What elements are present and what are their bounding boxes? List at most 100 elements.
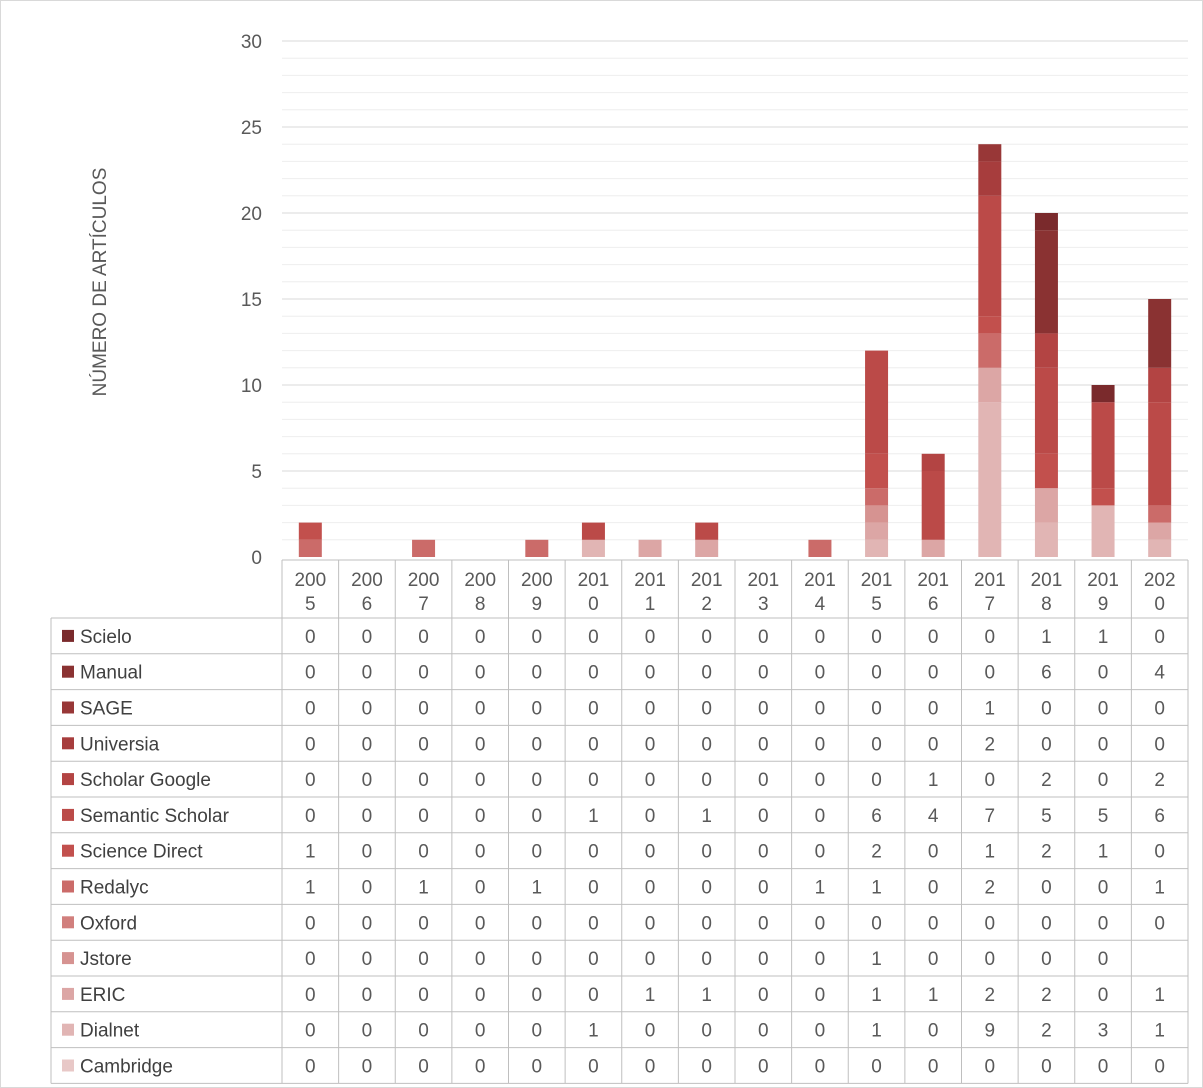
table-cell-value: 0 — [362, 985, 373, 1006]
bar-segment — [298, 522, 322, 540]
table-cell-value: 0 — [588, 878, 599, 899]
table-cell-value: 0 — [305, 1021, 316, 1042]
bar-segment — [978, 402, 1002, 557]
table-cell-value: 1 — [985, 699, 996, 720]
x-category-label: 200 — [408, 570, 440, 591]
bar-segment — [808, 539, 832, 557]
table-cell-value: 0 — [871, 734, 882, 755]
legend-key — [62, 773, 74, 786]
x-category-label: 7 — [418, 594, 429, 615]
table-cell-value: 0 — [1154, 734, 1165, 755]
table-cell-value: 0 — [418, 806, 429, 827]
table-cell-value: 1 — [871, 985, 882, 1006]
table-cell-value: 0 — [815, 1021, 826, 1042]
bar-segment — [921, 471, 945, 540]
table-cell-value: 0 — [1098, 770, 1109, 791]
table-cell-value: 0 — [928, 1021, 939, 1042]
table-cell-value: 0 — [418, 1021, 429, 1042]
x-category-label: 200 — [521, 570, 553, 591]
table-cell-value: 1 — [871, 949, 882, 970]
x-category-label: 8 — [475, 594, 486, 615]
table-cell-value: 2 — [1041, 770, 1052, 791]
table-cell-value: 0 — [928, 1057, 939, 1078]
table-cell-value: 0 — [362, 734, 373, 755]
bar-segment — [581, 522, 605, 540]
table-cell-value: 0 — [1098, 699, 1109, 720]
table-cell-value: 0 — [418, 985, 429, 1006]
table-cell-value: 1 — [1154, 985, 1165, 1006]
table-cell-value: 0 — [928, 627, 939, 648]
x-category-label: 201 — [691, 570, 723, 591]
table-cell-value: 0 — [532, 985, 543, 1006]
series-name: Scielo — [80, 627, 132, 648]
x-category-label: 9 — [532, 594, 543, 615]
table-cell-value: 0 — [362, 770, 373, 791]
table-cell-value: 0 — [701, 842, 712, 863]
bar-segment — [1148, 539, 1172, 557]
table-cell-value: 0 — [815, 842, 826, 863]
table-cell-value: 0 — [305, 699, 316, 720]
table-cell-value: 0 — [758, 734, 769, 755]
table-cell-value: 0 — [305, 949, 316, 970]
table-cell-value: 0 — [701, 878, 712, 899]
legend-key — [62, 737, 74, 750]
x-category-label: 200 — [351, 570, 383, 591]
x-category-label: 2 — [701, 594, 712, 615]
legend-key — [62, 987, 74, 1000]
table-cell-value: 2 — [985, 734, 996, 755]
table-cell-value: 0 — [815, 699, 826, 720]
table-cell-value: 0 — [928, 734, 939, 755]
bar-segment — [525, 539, 549, 557]
table-cell-value: 0 — [701, 627, 712, 648]
table-cell-value: 0 — [532, 627, 543, 648]
table-cell-value: 0 — [362, 878, 373, 899]
table-cell-value: 0 — [758, 770, 769, 791]
bar-segment — [1148, 367, 1172, 403]
table-cell-value: 0 — [645, 734, 656, 755]
x-category-label: 201 — [747, 570, 779, 591]
bar-segment — [865, 488, 889, 506]
x-category-label: 201 — [917, 570, 949, 591]
table-cell-value: 2 — [871, 842, 882, 863]
table-cell-value: 0 — [815, 913, 826, 934]
table-cell-value: 0 — [362, 1021, 373, 1042]
table-cell-value: 2 — [985, 985, 996, 1006]
table-cell-value: 0 — [985, 770, 996, 791]
table-cell-value: 0 — [758, 663, 769, 684]
table-cell-value: 0 — [701, 1057, 712, 1078]
table-cell-value: 0 — [758, 842, 769, 863]
bar-segment — [412, 539, 436, 557]
table-cell-value: 0 — [532, 663, 543, 684]
table-cell-value: 0 — [588, 734, 599, 755]
bar-segment — [1148, 522, 1172, 540]
table-cell-value: 0 — [1041, 878, 1052, 899]
series-name: Oxford — [80, 913, 137, 934]
table-cell-value: 6 — [1041, 663, 1052, 684]
table-cell-value: 0 — [645, 1057, 656, 1078]
table-cell-value: 0 — [928, 913, 939, 934]
table-cell-value: 1 — [701, 985, 712, 1006]
y-tick-label: 30 — [241, 32, 262, 53]
table-cell-value: 0 — [475, 770, 486, 791]
data-table: 2005200620072008200920102011201220132014… — [50, 559, 1189, 1084]
table-cell-value: 9 — [985, 1021, 996, 1042]
table-cell-value: 0 — [645, 627, 656, 648]
x-category-label: 201 — [804, 570, 836, 591]
table-cell-value: 0 — [815, 985, 826, 1006]
table-cell-value: 1 — [305, 878, 316, 899]
table-cell-value: 0 — [532, 913, 543, 934]
x-category-label: 9 — [1098, 594, 1109, 615]
x-category-label: 7 — [985, 594, 996, 615]
table-cell-value: 0 — [588, 949, 599, 970]
table-cell-value: 0 — [758, 806, 769, 827]
legend-key — [62, 808, 74, 821]
series-name: Manual — [80, 663, 142, 684]
x-category-label: 0 — [588, 594, 599, 615]
table-cell-value: 0 — [588, 842, 599, 863]
table-cell-value: 2 — [1041, 985, 1052, 1006]
table-cell-value: 0 — [305, 985, 316, 1006]
legend-key — [62, 916, 74, 929]
x-category-label: 5 — [305, 594, 316, 615]
table-cell-value: 0 — [418, 949, 429, 970]
